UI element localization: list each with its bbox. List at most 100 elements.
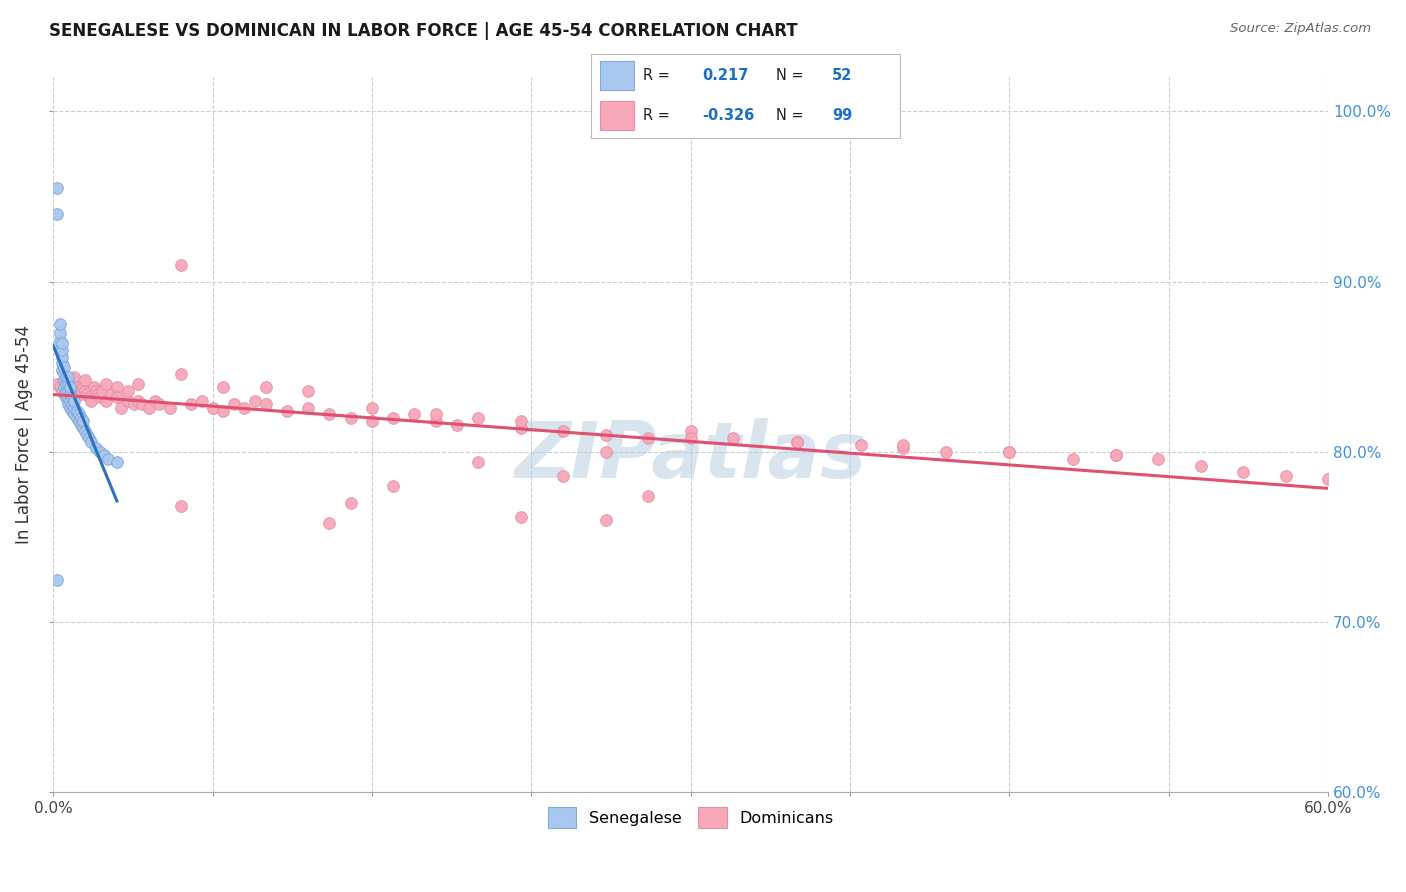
Point [212, 404, 235, 418]
Point [318, 516, 340, 531]
Point [212, 380, 235, 394]
Point [63, 408, 86, 422]
Point [159, 401, 181, 415]
Point [254, 397, 277, 411]
Point [46, 181, 69, 195]
Point [105, 455, 128, 469]
Point [127, 376, 149, 391]
Legend: Senegalese, Dominicans: Senegalese, Dominicans [541, 801, 839, 834]
Point [637, 489, 659, 503]
Point [467, 455, 489, 469]
Point [679, 431, 702, 445]
Point [1104, 448, 1126, 462]
Point [87, 387, 110, 401]
Point [52, 367, 75, 381]
Point [998, 445, 1021, 459]
Point [404, 408, 426, 422]
Point [339, 496, 361, 510]
Point [891, 438, 914, 452]
Point [127, 393, 149, 408]
Point [52, 373, 75, 387]
Point [998, 445, 1021, 459]
Point [73, 373, 96, 387]
Point [67, 384, 90, 398]
Point [56, 384, 79, 398]
Point [191, 393, 214, 408]
Point [67, 414, 90, 428]
Point [446, 417, 468, 432]
Point [222, 397, 245, 411]
Point [65, 380, 87, 394]
Point [117, 393, 139, 408]
Point [51, 335, 73, 350]
Point [55, 384, 77, 398]
Point [595, 513, 617, 527]
Text: R =: R = [643, 108, 675, 123]
Point [276, 404, 298, 418]
Point [361, 414, 384, 428]
Text: 52: 52 [832, 68, 852, 83]
Point [83, 380, 105, 394]
Point [55, 391, 77, 405]
Point [48, 317, 70, 331]
Point [89, 391, 111, 405]
Point [1317, 472, 1340, 486]
Point [60, 397, 83, 411]
Text: -0.326: -0.326 [702, 108, 754, 123]
Point [467, 410, 489, 425]
Point [1147, 451, 1170, 466]
Point [105, 391, 128, 405]
Point [52, 359, 75, 374]
Point [509, 509, 531, 524]
Point [69, 387, 91, 401]
Point [69, 417, 91, 432]
Point [80, 434, 103, 449]
Point [243, 393, 266, 408]
Point [721, 431, 744, 445]
Point [59, 393, 82, 408]
Point [595, 445, 617, 459]
Y-axis label: In Labor Force | Age 45-54: In Labor Force | Age 45-54 [15, 326, 32, 544]
Point [849, 438, 872, 452]
Point [59, 387, 82, 401]
Point [56, 391, 79, 405]
Point [361, 401, 384, 415]
Point [84, 384, 107, 398]
Text: Source: ZipAtlas.com: Source: ZipAtlas.com [1230, 22, 1371, 36]
Point [679, 425, 702, 439]
Point [76, 428, 98, 442]
Point [382, 410, 405, 425]
Point [77, 391, 100, 405]
Point [169, 258, 191, 272]
Point [60, 404, 83, 418]
Point [56, 373, 79, 387]
Point [59, 401, 82, 415]
Text: 99: 99 [832, 108, 852, 123]
Point [96, 393, 118, 408]
Point [51, 384, 73, 398]
Point [80, 393, 103, 408]
Point [553, 425, 575, 439]
Point [63, 393, 86, 408]
Point [56, 370, 79, 384]
Point [138, 401, 160, 415]
Point [73, 384, 96, 398]
Point [122, 397, 145, 411]
Point [425, 414, 447, 428]
Point [169, 500, 191, 514]
Point [786, 434, 808, 449]
Bar [600, 101, 634, 130]
Point [52, 387, 75, 401]
Point [63, 376, 86, 391]
Point [60, 391, 83, 405]
Point [509, 421, 531, 435]
Point [59, 380, 82, 394]
Point [52, 380, 75, 394]
Point [48, 380, 70, 394]
Point [201, 401, 224, 415]
Point [297, 384, 319, 398]
Point [110, 401, 132, 415]
Point [89, 445, 111, 459]
Point [318, 408, 340, 422]
Point [65, 410, 87, 425]
